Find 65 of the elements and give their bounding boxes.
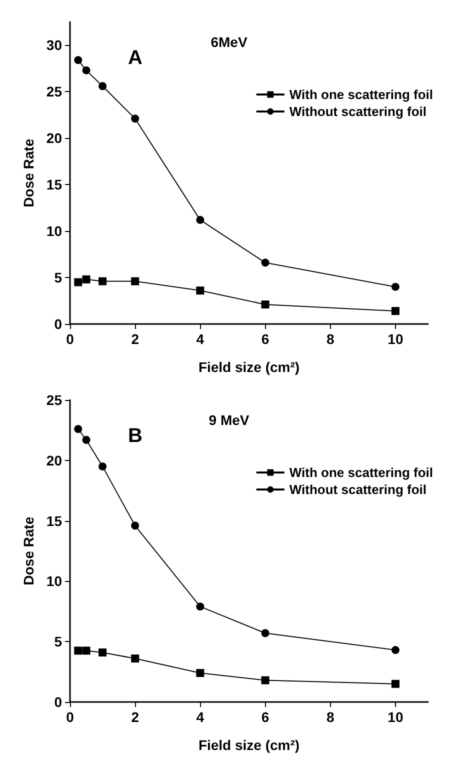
legend-label: Without scattering foil xyxy=(289,482,426,497)
point xyxy=(74,646,82,655)
point xyxy=(391,306,400,315)
point xyxy=(82,436,90,444)
point xyxy=(261,676,270,684)
point xyxy=(261,629,270,638)
point xyxy=(131,654,140,663)
x-tick-label: 4 xyxy=(196,709,204,725)
point xyxy=(391,646,400,654)
point xyxy=(98,462,107,470)
x-tick-label: 0 xyxy=(66,709,74,725)
y-axis-title: Dose Rate xyxy=(20,138,37,208)
y-tick-label: 0 xyxy=(54,316,62,332)
y-tick-label: 30 xyxy=(46,37,62,54)
y-tick-label: 0 xyxy=(54,694,62,710)
point xyxy=(98,648,107,656)
x-axis-title: Field size (cm²) xyxy=(198,737,300,753)
y-tick-label: 20 xyxy=(46,452,62,468)
point xyxy=(391,680,400,688)
point xyxy=(196,286,204,295)
point xyxy=(196,216,204,224)
point xyxy=(82,275,90,284)
x-tick-label: 10 xyxy=(388,331,404,347)
point xyxy=(82,66,90,74)
legend-label: With one scattering foil xyxy=(289,465,433,480)
x-tick-label: 10 xyxy=(388,709,404,725)
annotation: A xyxy=(128,47,142,69)
x-tick-label: 4 xyxy=(196,331,204,347)
legend-label: Without scattering foil xyxy=(289,104,426,119)
point xyxy=(74,56,82,64)
point xyxy=(98,82,107,90)
x-tick-label: 2 xyxy=(131,331,140,347)
y-tick-label: 15 xyxy=(46,176,62,193)
x-axis-title: Field size (cm²) xyxy=(198,359,300,375)
y-tick-label: 5 xyxy=(54,270,62,286)
point xyxy=(131,522,140,530)
text: 6MeV xyxy=(210,34,248,50)
point xyxy=(196,602,204,611)
point xyxy=(261,258,270,267)
legend-label: With one scattering foil xyxy=(289,87,433,102)
point xyxy=(261,300,270,308)
y-tick-label: 10 xyxy=(46,223,62,240)
x-tick-label: 2 xyxy=(131,709,140,725)
point xyxy=(74,278,82,286)
annotation: B xyxy=(128,425,142,447)
point xyxy=(131,277,140,286)
y-tick-label: 5 xyxy=(54,634,62,650)
y-tick-label: 10 xyxy=(46,573,62,590)
x-tick-label: 6 xyxy=(261,709,270,725)
point xyxy=(196,669,204,678)
point xyxy=(98,277,107,286)
x-tick-label: 8 xyxy=(326,709,334,725)
y-tick-label: 15 xyxy=(46,512,62,529)
point xyxy=(82,646,90,655)
y-axis-title: Dose Rate xyxy=(20,516,37,586)
point xyxy=(391,282,400,291)
y-tick-label: 20 xyxy=(46,130,62,146)
x-tick-label: 0 xyxy=(66,331,74,347)
point xyxy=(74,424,82,433)
x-tick-label: 6 xyxy=(261,331,270,347)
y-tick-label: 25 xyxy=(46,84,62,100)
x-tick-label: 8 xyxy=(326,331,334,347)
point xyxy=(131,114,140,123)
text: 9 MeV xyxy=(208,412,250,428)
y-tick-label: 25 xyxy=(46,392,62,408)
